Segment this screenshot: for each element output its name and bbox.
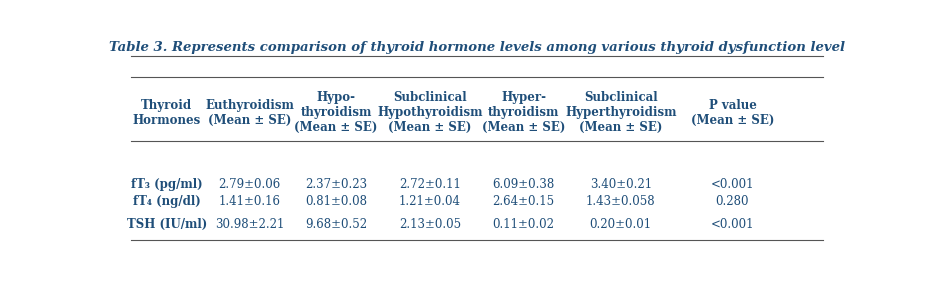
Text: Hyper-
thyroidism
(Mean ± SE): Hyper- thyroidism (Mean ± SE) (482, 91, 565, 134)
Text: Subclinical
Hypothyroidism
(Mean ± SE): Subclinical Hypothyroidism (Mean ± SE) (377, 91, 483, 134)
Text: 6.09±0.38: 6.09±0.38 (492, 178, 554, 191)
Text: P value
(Mean ± SE): P value (Mean ± SE) (691, 99, 774, 127)
Text: 0.11±0.02: 0.11±0.02 (493, 217, 554, 231)
Text: 3.40±0.21: 3.40±0.21 (590, 178, 652, 191)
Text: 2.13±0.05: 2.13±0.05 (399, 217, 461, 231)
Text: Euthyroidism
(Mean ± SE): Euthyroidism (Mean ± SE) (206, 99, 294, 127)
Text: <0.001: <0.001 (711, 178, 754, 191)
Text: <0.001: <0.001 (711, 217, 754, 231)
Text: Thyroid
Hormones: Thyroid Hormones (133, 99, 201, 127)
Text: 0.81±0.08: 0.81±0.08 (305, 195, 367, 208)
Text: 1.41±0.16: 1.41±0.16 (219, 195, 281, 208)
Text: 2.72±0.11: 2.72±0.11 (399, 178, 460, 191)
Text: 0.280: 0.280 (716, 195, 750, 208)
Text: 0.20±0.01: 0.20±0.01 (590, 217, 652, 231)
Text: Subclinical
Hyperthyroidism
(Mean ± SE): Subclinical Hyperthyroidism (Mean ± SE) (565, 91, 676, 134)
Text: 30.98±2.21: 30.98±2.21 (215, 217, 285, 231)
Text: 1.21±0.04: 1.21±0.04 (399, 195, 460, 208)
Text: Table 3. Represents comparison of thyroid hormone levels among various thyroid d: Table 3. Represents comparison of thyroi… (109, 41, 844, 54)
Text: 2.37±0.23: 2.37±0.23 (305, 178, 367, 191)
Text: 2.64±0.15: 2.64±0.15 (492, 195, 554, 208)
Text: 9.68±0.52: 9.68±0.52 (305, 217, 367, 231)
Text: TSH (IU/ml): TSH (IU/ml) (126, 217, 206, 231)
Text: Hypo-
thyroidism
(Mean ± SE): Hypo- thyroidism (Mean ± SE) (295, 91, 378, 134)
Text: 2.79±0.06: 2.79±0.06 (219, 178, 281, 191)
Text: fT₄ (ng/dl): fT₄ (ng/dl) (133, 195, 201, 208)
Text: 1.43±0.058: 1.43±0.058 (586, 195, 656, 208)
Text: fT₃ (pg/ml): fT₃ (pg/ml) (131, 178, 203, 191)
